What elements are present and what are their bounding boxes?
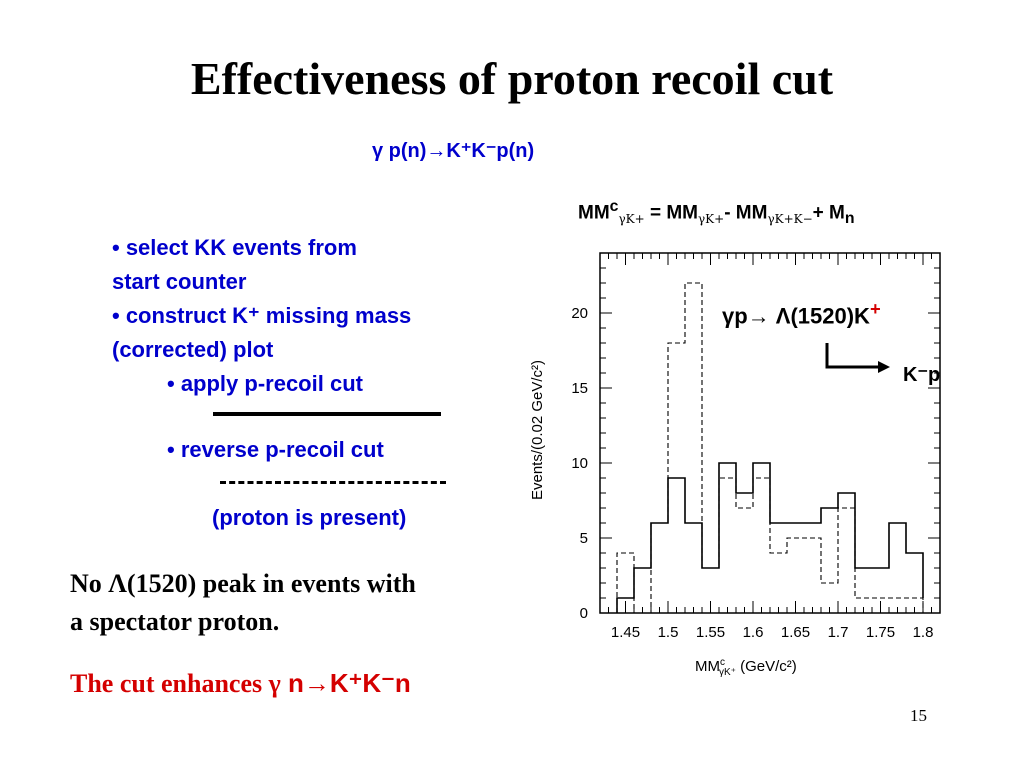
formula-lhs: MM [578, 202, 610, 224]
bullet-line: (corrected) plot [112, 337, 274, 362]
page-number: 15 [910, 706, 927, 725]
formula-sub4: n [844, 210, 855, 228]
dashed-line-legend [220, 481, 446, 484]
reverse-cut-bullet: • reverse p-recoil cut [167, 437, 384, 462]
x-axis-label-sup: c [720, 657, 725, 668]
proton-note: (proton is present) [212, 505, 407, 530]
reaction-subtitle: γ p(n)→K⁺K⁻p(n) [372, 140, 535, 162]
solid-line-legend [213, 412, 441, 416]
x-tick-label: 1.45 [611, 624, 640, 641]
x-axis-label-sub: γK⁺ [719, 667, 736, 678]
conclusion-line: a spectator proton. [70, 607, 280, 636]
formula-plus: + M [812, 202, 845, 224]
slide-title: Effectiveness of proton recoil cut [190, 53, 834, 104]
x-tick-label: 1.55 [696, 624, 725, 641]
x-tick-label: 1.6 [743, 624, 764, 641]
x-tick-label: 1.5 [658, 624, 679, 641]
missing-mass-formula: MMcγK+ = MMγK+- MMγK+K−+ Mn [578, 198, 855, 228]
chart-annotation-text: γp→ Λ(1520)K [722, 303, 870, 329]
histogram-chart: 1.45 1.5 1.55 1.6 1.65 1.7 1.75 1.8 0 5 10 15 20 Eve… [529, 252, 941, 678]
y-tick-label: 15 [571, 380, 588, 397]
solid-histogram-series [616, 462, 924, 613]
dashed-histogram-series [616, 282, 924, 614]
y-axis-label: Events/(0.02 GeV/c²) [529, 360, 546, 500]
bullet-line: • select KK events from [112, 235, 357, 260]
formula-lhs-sup: c [609, 198, 619, 215]
x-tick-label: 1.8 [913, 624, 934, 641]
x-tick-label: 1.75 [866, 624, 895, 641]
bullet-line: start counter [112, 269, 247, 294]
chart-annotation: γp→ Λ(1520)K+ [722, 298, 881, 329]
x-axis-label: MMc γK⁺ (GeV/c²) [695, 657, 797, 678]
chart-annotation-sup: + [869, 298, 881, 319]
x-axis-label-unit: (GeV/c²) [736, 658, 797, 675]
x-tick-label: 1.7 [828, 624, 849, 641]
formula-lhs-sub: γK+ [618, 212, 645, 227]
formula-minus: - MM [724, 202, 768, 224]
y-tick-label: 5 [580, 530, 588, 547]
y-tick-label: 0 [580, 605, 588, 622]
decay-label: K⁻p [903, 364, 941, 386]
bullet-line: • construct K⁺ missing mass [112, 303, 412, 328]
formula-sub3: γK+K− [767, 212, 813, 227]
enhance-reaction: n→K⁺K⁻n [280, 668, 411, 698]
enhance-prefix: The cut enhances γ [70, 669, 281, 698]
conclusion-text: No Λ(1520) peak in events with a spectat… [70, 565, 416, 641]
y-axis-label-text: Events/(0.02 GeV/c²) [529, 360, 546, 500]
x-axis-label-main: MM [695, 658, 720, 675]
bullet-list: • select KK events from start counter • … [112, 231, 411, 401]
y-tick-label: 10 [571, 455, 588, 472]
bullet-line: • apply p-recoil cut [167, 371, 363, 396]
x-tick-label: 1.65 [781, 624, 810, 641]
enhance-text: The cut enhances γ n→K⁺K⁻n [70, 668, 411, 699]
formula-eq: = MM [644, 202, 698, 224]
formula-sub2: γK+ [697, 212, 725, 227]
decay-arrow [825, 343, 890, 373]
y-tick-label: 20 [571, 305, 588, 322]
conclusion-line: No Λ(1520) peak in events with [70, 569, 416, 598]
